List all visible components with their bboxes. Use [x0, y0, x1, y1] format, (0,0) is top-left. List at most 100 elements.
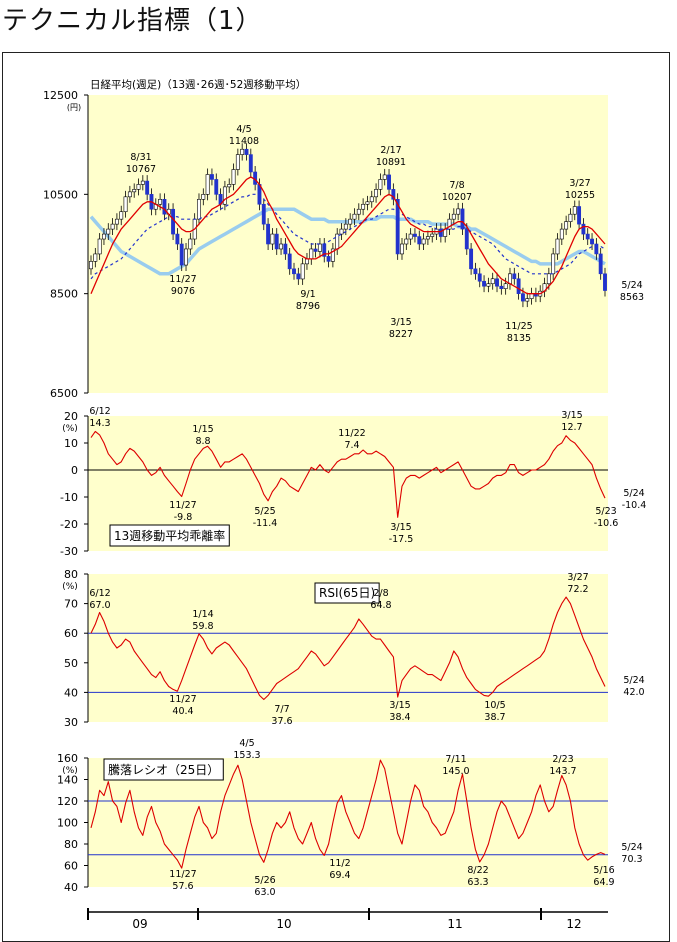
y-tick-label: 40	[64, 881, 78, 894]
annotation-date: 6/12	[89, 406, 110, 417]
y-tick-label: 40	[64, 686, 78, 699]
candle-body	[529, 293, 534, 299]
candle-body	[421, 238, 426, 245]
candle-body	[317, 243, 322, 252]
candle-body	[352, 213, 357, 220]
candle-body	[102, 233, 106, 240]
candle-body	[158, 199, 163, 205]
annotation-date: 11/27	[169, 694, 196, 705]
annotation-value: 153.3	[233, 750, 260, 761]
y-unit-label: (%)	[62, 582, 78, 592]
candle-body	[387, 174, 391, 190]
candle-body	[451, 213, 456, 220]
candle-body	[598, 253, 603, 275]
annotation-date: 3/15	[390, 522, 411, 533]
y-tick-label: 60	[64, 860, 78, 873]
annotation-value: -17.5	[389, 534, 414, 545]
annotation-date: 8/22	[467, 865, 488, 876]
candle-body	[287, 253, 292, 270]
annotation-date: 6/12	[89, 588, 110, 599]
annotation-date: 7/11	[445, 754, 466, 765]
y-tick-label: 10500	[43, 188, 78, 201]
candle-body	[205, 174, 210, 195]
candle-body	[339, 228, 344, 235]
annotation-date: 3/27	[567, 572, 588, 583]
y-tick-label: -30	[60, 545, 78, 558]
candle-body	[188, 238, 193, 250]
ma26-line	[90, 193, 606, 280]
annotation-value: 8227	[389, 329, 413, 340]
y-tick-label: 120	[57, 795, 78, 808]
candle-body	[261, 203, 266, 225]
y-tick-label: 60	[64, 627, 78, 640]
annotation-value: 11408	[229, 136, 259, 147]
annotation-date: 2/17	[380, 145, 401, 156]
annotation-value: 63.0	[254, 887, 275, 898]
y-tick-label: 160	[57, 752, 78, 765]
annotation-value: -10.4	[622, 500, 647, 511]
candle-body	[179, 243, 184, 266]
annotation-date: 5/25	[254, 506, 275, 517]
candle-body	[335, 233, 340, 250]
candle-body	[486, 283, 491, 287]
candle-body	[413, 233, 417, 237]
annotation-value: 42.0	[623, 687, 644, 698]
candle-body	[564, 221, 569, 230]
chart-title-box	[109, 524, 230, 547]
candle-body	[162, 199, 167, 215]
candle-body	[512, 273, 517, 280]
y-unit-label: (円)	[67, 103, 81, 112]
candle-body	[240, 148, 245, 155]
annotation-value: 37.6	[271, 716, 292, 727]
candle-body	[343, 223, 348, 230]
candle-body	[127, 191, 132, 198]
annotation-date: 7/7	[274, 704, 289, 715]
candle-body	[546, 273, 551, 285]
annotation-date: 5/26	[254, 875, 275, 886]
annotation-value: 9076	[171, 286, 195, 297]
indicator-line	[90, 596, 606, 701]
annotation-date: 3/15	[389, 700, 410, 711]
candle-body	[123, 196, 128, 213]
candle-body	[447, 218, 452, 230]
annotation-date: 5/24	[623, 675, 644, 686]
ma13-line	[90, 176, 606, 295]
candle-body	[495, 278, 499, 287]
annotation-value: 10255	[565, 190, 595, 201]
chart-title-box	[314, 582, 380, 604]
candle-body	[248, 154, 253, 173]
y-tick-label: 30	[64, 716, 78, 729]
candle-body	[585, 233, 590, 240]
candle-body	[222, 186, 227, 205]
y-tick-label: 6500	[50, 387, 78, 400]
annotation-value: 40.4	[172, 706, 193, 717]
annotation-value: 7.4	[344, 440, 359, 451]
candle-body	[171, 208, 176, 235]
annotation-date: 7/8	[449, 180, 464, 191]
y-unit-label: (%)	[62, 424, 78, 434]
chart-title-box	[103, 758, 224, 781]
candle-body	[581, 223, 586, 235]
ma52-line	[89, 207, 606, 276]
annotation-date: 5/24	[621, 280, 642, 291]
annotation-date: 4/5	[239, 738, 254, 749]
candle-body	[197, 199, 201, 220]
annotation-value: 69.4	[329, 870, 350, 881]
candle-body	[482, 280, 487, 287]
candle-body	[555, 238, 560, 255]
annotation-value: 10207	[442, 192, 472, 203]
candle-body	[469, 248, 474, 270]
candle-body	[559, 228, 564, 240]
annotation-value: 64.9	[593, 877, 614, 888]
annotation-date: 5/16	[593, 865, 614, 876]
candle-body	[292, 268, 296, 275]
candle-body	[378, 179, 383, 190]
annotation-date: 11/27	[169, 274, 196, 285]
y-tick-label: 140	[57, 774, 78, 787]
candle-body	[572, 206, 577, 215]
y-tick-label: 0	[71, 464, 78, 477]
candle-body	[503, 283, 508, 290]
annotation-value: 64.8	[370, 600, 391, 611]
candle-body	[235, 154, 240, 170]
